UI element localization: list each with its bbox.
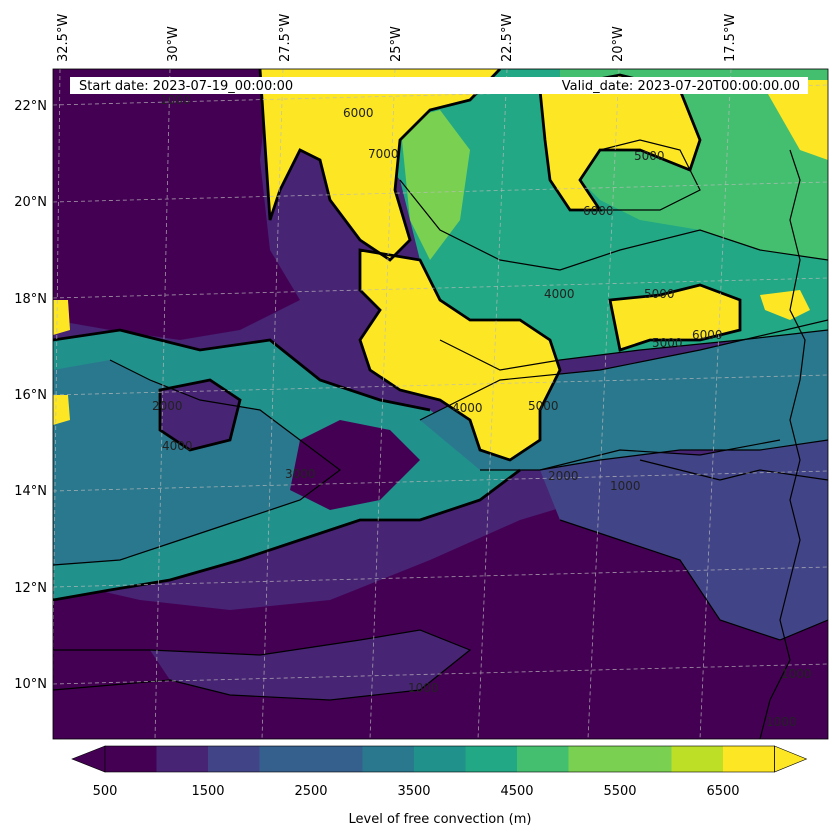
- lat-label: 22°N: [14, 99, 47, 114]
- lon-label: 25°W: [389, 26, 404, 62]
- latitude-labels: 22°N 20°N 18°N 16°N 14°N 12°N 10°N: [14, 99, 47, 692]
- contour-thin: [53, 139, 828, 701]
- contour-label: 3000: [285, 467, 316, 481]
- map-panel: 1000 6000 7000 5000 6000 5000 4000 5000 …: [53, 69, 828, 739]
- lon-label: 20°W: [611, 26, 626, 62]
- colorbar-title: Level of free convection (m): [349, 812, 532, 827]
- colorbar-segment: [568, 746, 621, 772]
- mid-field-southeast: [540, 420, 828, 640]
- colorbar-segment: [620, 746, 672, 772]
- colorbar-tick-label: 2500: [294, 784, 327, 799]
- colorbar-segment: [105, 746, 157, 772]
- max-field-north: [260, 69, 500, 260]
- colorbar-segment: [208, 746, 260, 772]
- contour-label: 5000: [652, 336, 683, 350]
- lat-label: 20°N: [14, 195, 47, 210]
- colorbar-extend-max: [774, 745, 808, 773]
- colorbar-tick-label: 5500: [603, 784, 636, 799]
- low-field-south-inner: [150, 630, 470, 700]
- lat-label: 18°N: [14, 292, 47, 307]
- colorbar-tick-label: 6500: [706, 784, 739, 799]
- colorbar-segment: [362, 746, 415, 772]
- max-field-west-edge: [53, 300, 70, 335]
- contour-label: 1000: [160, 93, 191, 107]
- max-field-east-patch: [610, 285, 740, 350]
- colorbar-tick-label: 3500: [397, 784, 430, 799]
- max-field-west-edge-lower: [53, 395, 70, 425]
- valid-date-label: Valid_date: 2023-07-20T00:00:00.00: [562, 79, 800, 94]
- lat-label: 12°N: [14, 581, 47, 596]
- start-date-label: Start date: 2023-07-19_00:00:00: [79, 79, 293, 94]
- contour-label: 5000: [644, 287, 675, 301]
- max-field-northeast-corner: [760, 80, 828, 160]
- date-banner: [70, 77, 808, 94]
- lon-label: 27.5°W: [278, 14, 293, 62]
- contour-label: 6000: [692, 328, 723, 342]
- lon-label: 17.5°W: [723, 14, 738, 62]
- colorbar-segment: [723, 746, 775, 772]
- contour-label: 5000: [634, 149, 665, 163]
- map-frame: [52, 68, 829, 740]
- contour-label: 1000: [781, 667, 812, 681]
- contour-label: 6000: [583, 204, 614, 218]
- contour-label: 1000: [610, 479, 641, 493]
- colorbar-segment: [259, 746, 312, 772]
- lon-label: 30°W: [166, 26, 181, 62]
- contour-label: 7000: [368, 147, 399, 161]
- colorbar-segment: [156, 746, 209, 772]
- lat-label: 16°N: [14, 388, 47, 403]
- lat-label: 14°N: [14, 484, 47, 499]
- colorbar-extend-min: [71, 745, 106, 773]
- contour-label: 6000: [343, 106, 374, 120]
- colorbar-tick-label: 500: [93, 784, 118, 799]
- contour-label: 1000: [408, 681, 439, 695]
- mid-field-central-band-dark: [53, 360, 340, 565]
- longitude-labels: 32.5°W 30°W 27.5°W 25°W 22.5°W 20°W 17.5…: [56, 14, 738, 62]
- lon-label: 32.5°W: [56, 14, 71, 62]
- lat-label: 10°N: [14, 677, 47, 692]
- contour-label: 2000: [152, 399, 183, 413]
- lon-label: 22.5°W: [500, 14, 515, 62]
- max-field-far-east: [760, 290, 810, 320]
- colorbar-tick-label: 4500: [500, 784, 533, 799]
- colorbar-tick-label: 1500: [191, 784, 224, 799]
- graticule: [53, 69, 828, 739]
- contour-label: 4000: [162, 439, 193, 453]
- low-field-central-pocket: [160, 380, 240, 450]
- colorbar-ticks: 500 1500 2500 3500 4500 5500 6500: [93, 784, 740, 799]
- colorbar-segment: [671, 746, 724, 772]
- colorbar-frame: [104, 745, 775, 773]
- contour-label: 1000: [766, 715, 797, 729]
- coastline: [759, 149, 806, 739]
- contour-label: 4000: [544, 287, 575, 301]
- contour-label: 4000: [452, 401, 483, 415]
- low-field-central-pocket-east: [290, 420, 420, 510]
- colorbar-segment: [414, 746, 466, 772]
- contour-label: 2000: [548, 469, 579, 483]
- low-field-northwest: [53, 69, 300, 340]
- contour-labels: 1000 6000 7000 5000 6000 5000 4000 5000 …: [152, 93, 812, 729]
- colorbar-segment: [311, 746, 363, 772]
- high-field-strip: [400, 110, 470, 260]
- max-field-northeast: [540, 75, 700, 210]
- colorbar-segment: [517, 746, 569, 772]
- colorbar: [71, 745, 808, 773]
- contour-label: 5000: [528, 399, 559, 413]
- max-field-central: [360, 250, 560, 460]
- colorbar-segment: [465, 746, 518, 772]
